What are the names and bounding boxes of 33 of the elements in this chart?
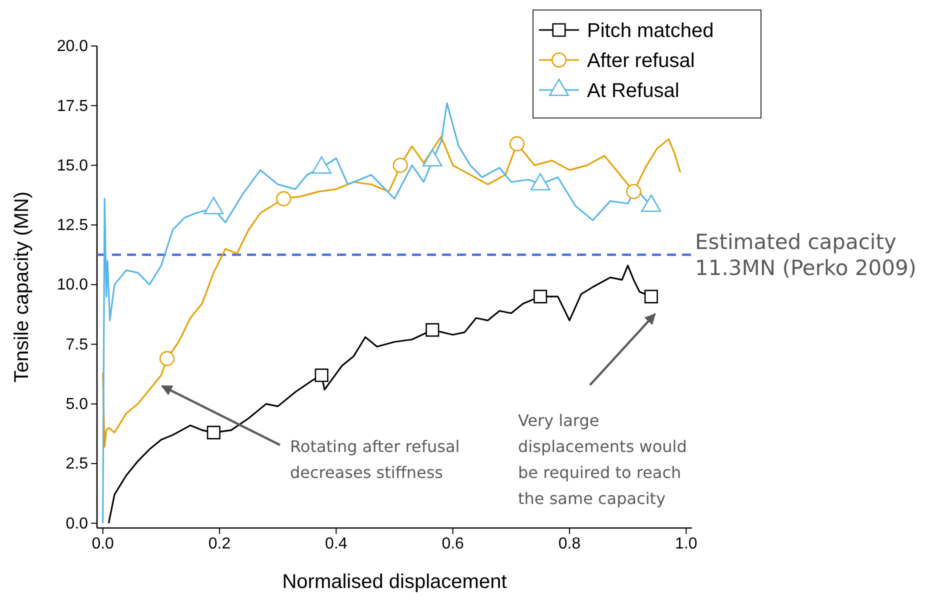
- point: [276, 191, 292, 206]
- y-tick-label: 17.5: [56, 98, 88, 115]
- ref-line-label: Estimated capacity 11.3MN (Perko 2009): [695, 230, 916, 280]
- point: [626, 184, 642, 200]
- y-tick-label: 12.5: [56, 217, 88, 234]
- legend-label: Pitch matched: [587, 20, 714, 42]
- annotation: Very large displacements would be required to reach the same capacity: [518, 411, 687, 508]
- y-tick-label: 15.0: [56, 157, 88, 174]
- annotation: Rotating after refusal decreases stiffness: [290, 437, 460, 482]
- x-tick-label: 0.4: [325, 535, 348, 552]
- x-tick-label: 0.8: [558, 535, 581, 552]
- y-tick-label: 5.0: [66, 396, 88, 414]
- y-axis-title: Tensile capacity (MN): [11, 191, 33, 383]
- point: [426, 323, 440, 337]
- legend-label: At Refusal: [587, 80, 680, 102]
- point: [644, 290, 658, 304]
- point: [509, 136, 525, 152]
- y-tick-label: 2.5: [66, 456, 88, 473]
- legend-label: After refusal: [587, 50, 695, 72]
- x-tick-label: 0.2: [208, 535, 231, 552]
- x-tick-label: 0.6: [442, 535, 464, 552]
- x-axis-title: Normalised displacement: [282, 571, 508, 593]
- point: [206, 426, 220, 440]
- point: [392, 158, 408, 173]
- x-tick-label: 1.0: [675, 535, 698, 552]
- point: [159, 351, 175, 366]
- y-tick-label: 0.0: [66, 515, 88, 532]
- point: [534, 290, 548, 304]
- y-tick-label: 7.5: [66, 336, 88, 354]
- x-tick-label: 0.0: [92, 535, 114, 552]
- y-tick-label: 10.0: [56, 276, 88, 294]
- y-tick-label: 20.0: [56, 38, 88, 56]
- point: [314, 368, 328, 382]
